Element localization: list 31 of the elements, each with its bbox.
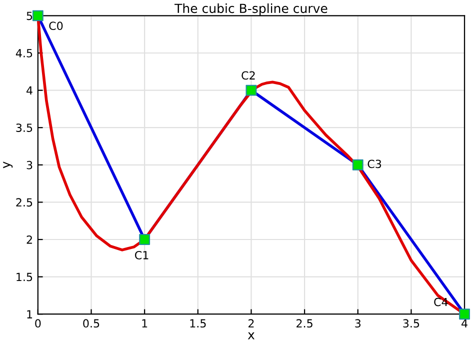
- x-tick-label: 3: [355, 319, 361, 328]
- x-axis-title: x: [248, 332, 255, 340]
- annotation: C2: [242, 71, 255, 80]
- point: [139, 234, 150, 245]
- annotation: C4: [434, 298, 448, 306]
- annotation: C0: [49, 22, 63, 30]
- point: [352, 159, 364, 170]
- y-tick-label: 4.5: [16, 49, 32, 58]
- x-tick-label: 1.5: [190, 319, 206, 328]
- chart-title: The cubic B-spline curve: [174, 3, 328, 16]
- x-tick-label: 0: [35, 319, 41, 328]
- y-tick-label: 1.5: [16, 272, 32, 282]
- y-tick-label: 2: [26, 235, 32, 244]
- point: [459, 308, 470, 320]
- x-tick-label: 1: [142, 319, 148, 328]
- y-tick-label: 3: [26, 160, 32, 170]
- y-tick-label: 1: [27, 310, 32, 318]
- y-tick-label: 2.5: [16, 198, 32, 207]
- x-tick-label: 4: [462, 319, 468, 328]
- annotation: C3: [368, 160, 382, 168]
- y-tick-label: 4: [26, 86, 32, 95]
- point: [32, 10, 44, 22]
- x-tick-label: 2.5: [296, 319, 312, 328]
- y-axis-title: y: [3, 162, 13, 168]
- point: [246, 84, 257, 96]
- y-tick-label: 3.5: [16, 124, 32, 132]
- x-tick-label: 3.5: [403, 319, 420, 328]
- x-tick-label: 0.5: [83, 319, 100, 328]
- annotation: C1: [135, 250, 148, 260]
- x-tick-label: 2: [248, 319, 254, 328]
- y-tick-label: 5: [26, 12, 32, 20]
